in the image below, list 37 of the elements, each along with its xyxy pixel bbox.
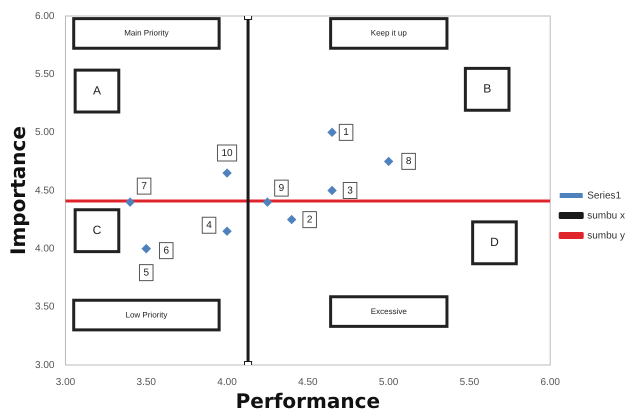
x-tick-label: 3.00 — [56, 376, 76, 388]
annotation: Low Priority — [126, 310, 168, 320]
legend-label: sumbu x — [587, 210, 626, 222]
y-tick-label: 4.00 — [34, 243, 55, 254]
annotation: 1 — [343, 127, 350, 138]
legend-label: Series1 — [587, 190, 622, 202]
annotation: Keep it up — [370, 28, 408, 38]
y-tick-label: 5.50 — [34, 68, 55, 80]
y-tick-label: 5.00 — [34, 127, 55, 138]
x-axis-title: Performance — [236, 389, 380, 414]
x-tick-label: 6.00 — [540, 376, 560, 388]
x-tick-label: 5.50 — [460, 376, 480, 388]
x-tick-label: 4.00 — [217, 376, 238, 388]
annotation: 10 — [221, 148, 234, 159]
y-tick-label: 3.00 — [34, 360, 55, 371]
annotation: Main Priority — [124, 28, 169, 38]
x-tick-label: 3.50 — [136, 376, 156, 388]
annotation: 8 — [406, 156, 412, 168]
annotation: A — [92, 83, 101, 98]
annotation: 9 — [278, 182, 285, 194]
annotation: 2 — [306, 214, 313, 226]
annotation: 6 — [163, 245, 170, 256]
annotation: 5 — [143, 267, 150, 278]
x-tick-label: 5.00 — [378, 376, 399, 388]
x-tick-label: 4.50 — [298, 376, 318, 388]
y-tick-label: 4.50 — [34, 185, 55, 196]
annotation: 3 — [347, 185, 354, 196]
annotation: 7 — [141, 180, 148, 192]
y-axis-title: Importance — [6, 126, 30, 255]
y-tick-label: 3.50 — [34, 302, 55, 313]
annotation: Excessive — [370, 306, 408, 316]
annotation: B — [483, 82, 492, 96]
annotation: D — [490, 235, 500, 250]
legend-label: sumbu y — [587, 230, 626, 242]
annotation: C — [92, 222, 102, 237]
y-tick-label: 6.00 — [34, 10, 55, 22]
annotation: 4 — [206, 220, 212, 231]
